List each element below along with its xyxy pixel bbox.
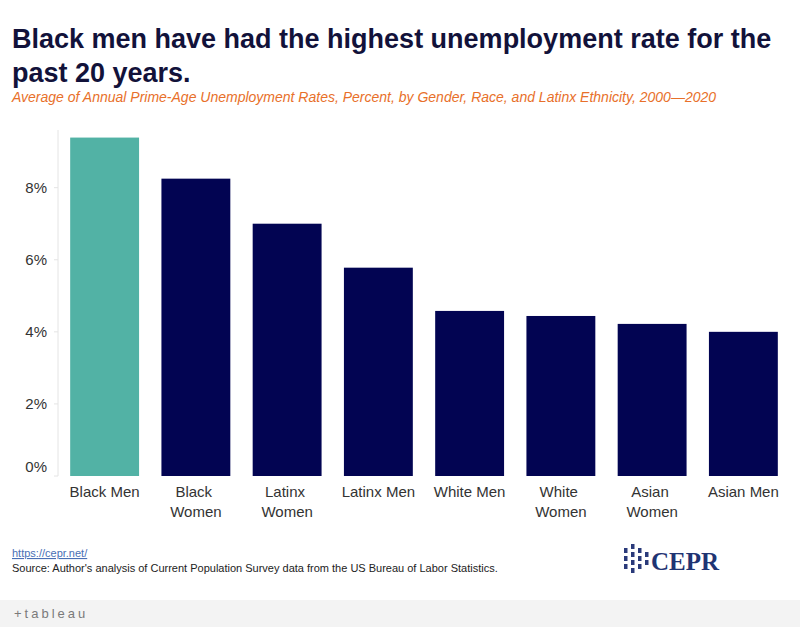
logo-dot	[631, 552, 635, 557]
bar	[253, 224, 322, 476]
logo-dot	[638, 556, 642, 561]
bar	[344, 268, 413, 476]
logo-dot	[624, 548, 628, 553]
x-tick-label-line: White	[540, 483, 583, 500]
subtitle: Average of Annual Prime-Age Unemployment…	[11, 89, 716, 105]
y-axis-line	[58, 130, 59, 476]
y-tick	[54, 331, 58, 332]
logo-dot	[624, 564, 628, 569]
bar	[709, 332, 778, 476]
bar	[618, 324, 687, 476]
page: {"chart_data": {"type": "bar", "title": …	[0, 0, 800, 627]
x-tick-label-line: Women	[170, 503, 221, 520]
x-tick-label: Latinx Men	[342, 483, 415, 500]
logo-dot	[638, 564, 642, 569]
x-tick-label-line: Latinx	[265, 483, 309, 500]
x-tick-label-line: Asian	[631, 483, 673, 500]
x-tick-label-line: Black	[175, 483, 216, 500]
y-tick	[54, 403, 58, 404]
x-tick-label: Asian Men	[708, 483, 779, 500]
logo-dot	[638, 548, 642, 553]
chart: Black men have had the highest unemploym…	[0, 0, 800, 627]
bar	[161, 179, 230, 476]
bar	[70, 138, 139, 476]
y-tick	[54, 187, 58, 188]
y-tick	[54, 476, 58, 477]
bar	[435, 311, 504, 476]
y-tick-label: 8%	[25, 179, 47, 196]
x-tick-label-line: Women	[261, 503, 312, 520]
title-line: past 20 years.	[12, 58, 191, 88]
y-tick-label: 6%	[25, 251, 47, 268]
y-tick-label: 4%	[25, 323, 47, 340]
x-tick-label-line: Women	[626, 503, 677, 520]
x-tick-label: Black Women	[170, 483, 221, 520]
title-line: Black men have had the highest unemploym…	[12, 24, 779, 54]
y-tick	[54, 259, 58, 260]
logo-dot	[624, 556, 628, 561]
title: Black men have had the highest unemploym…	[12, 24, 779, 88]
bar	[526, 316, 595, 476]
logo: CEPR	[651, 548, 720, 575]
footer-bar	[0, 600, 800, 627]
bars	[70, 138, 778, 476]
footer[interactable]: +tableau	[14, 606, 88, 621]
y-tick-label: 0%	[25, 458, 47, 475]
x-tick-label: Black Men	[70, 483, 140, 500]
logo-icon	[624, 544, 649, 573]
logo-dot	[631, 544, 635, 549]
logo-dot	[631, 568, 635, 573]
x-tick-label-line: Women	[535, 503, 586, 520]
x-tick-label: White Men	[434, 483, 506, 500]
source: Source: Author's analysis of Current Pop…	[12, 562, 498, 574]
logo-dot	[631, 560, 635, 565]
logo-dot	[645, 560, 649, 565]
y-tick-label: 2%	[25, 395, 47, 412]
x-tick-label: Asian Women	[626, 483, 677, 520]
x-tick-label: Latinx Women	[261, 483, 312, 520]
logo-dot	[645, 552, 649, 557]
source-link[interactable]: https://cepr.net/	[12, 547, 88, 559]
x-tick-label: White Women	[535, 483, 586, 520]
